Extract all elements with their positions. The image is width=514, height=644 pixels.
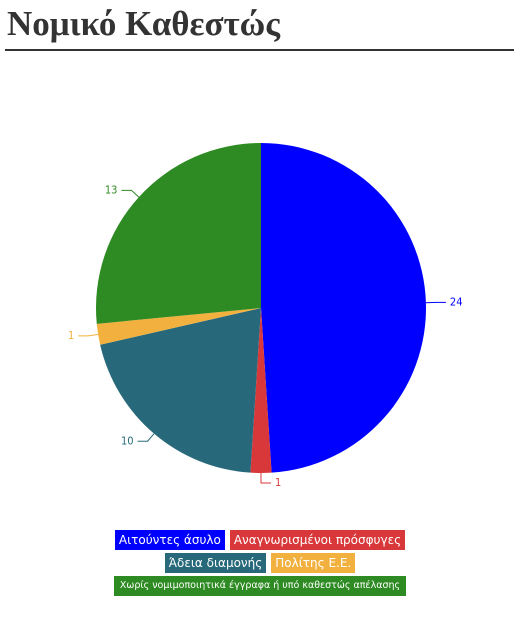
legend-item: Αναγνωρισμένοι πρόσφυγες — [229, 530, 406, 550]
data-label: 1 — [68, 329, 74, 342]
chart: 24 1 10 1 13 — [68, 143, 463, 489]
pie-slice — [96, 308, 261, 345]
pie-slice — [100, 308, 261, 473]
data-label: 13 — [105, 183, 118, 196]
data-label: 1 — [275, 476, 281, 489]
leader-line — [78, 333, 99, 337]
legend-item: Αιτούντες άσυλο — [114, 530, 225, 550]
leader-line — [137, 433, 155, 442]
legend-item: Άδεια διαμονής — [164, 553, 267, 573]
pie-slice — [250, 308, 272, 473]
leader-line — [121, 189, 140, 198]
legend-item: Χωρίς νομιμοποιητικά έγγραφα ή υπό καθεσ… — [113, 576, 407, 596]
leader-line — [260, 473, 271, 484]
title-rule — [5, 49, 514, 51]
data-label: 10 — [121, 434, 134, 447]
chart-title: Νομικό Καθεστώς — [7, 4, 280, 43]
data-label: 24 — [450, 295, 463, 308]
legend-item: Πολίτης Ε.Ε. — [271, 553, 356, 573]
pie-slice — [261, 143, 426, 473]
legend: Αιτούντες άσυλο Αναγνωρισμένοι πρόσφυγες Ά… — [100, 530, 420, 596]
pie-slice — [95, 143, 261, 324]
